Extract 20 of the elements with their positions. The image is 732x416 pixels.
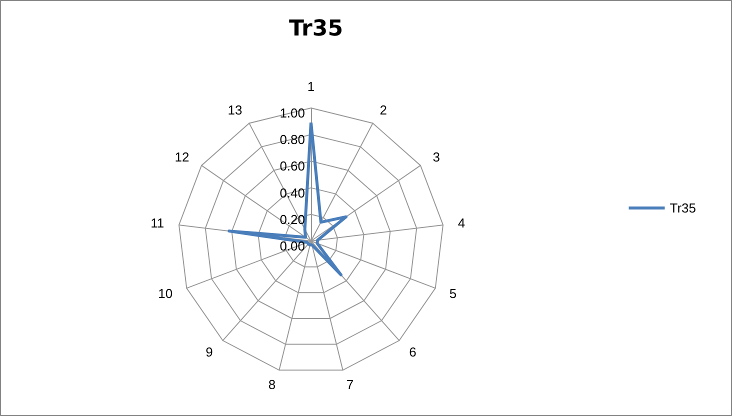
spoke-label: 10 xyxy=(158,286,173,301)
spoke-label: 9 xyxy=(206,344,213,360)
spoke-label: 5 xyxy=(449,286,457,301)
y-tick-label: 1.00 xyxy=(280,106,305,120)
y-tick-label: 0.80 xyxy=(280,132,305,148)
spoke-label: 11 xyxy=(150,216,164,231)
spoke-label: 3 xyxy=(432,149,440,164)
legend-label: Tr35 xyxy=(670,200,696,216)
spoke-label: 6 xyxy=(409,344,416,360)
spoke-label: 1 xyxy=(307,79,315,94)
y-tick-label: 0.60 xyxy=(280,158,305,174)
spoke-label: 7 xyxy=(346,377,354,392)
spoke-label: 12 xyxy=(174,149,190,164)
y-tick-label: 0.00 xyxy=(280,238,305,254)
y-tick-label: 0.40 xyxy=(280,185,305,200)
spoke-label: 2 xyxy=(380,102,388,118)
spoke-label: 13 xyxy=(228,102,242,118)
spoke-label: 4 xyxy=(458,216,466,231)
spoke-label: 8 xyxy=(268,377,276,392)
chart-title: Tr35 xyxy=(288,16,344,42)
